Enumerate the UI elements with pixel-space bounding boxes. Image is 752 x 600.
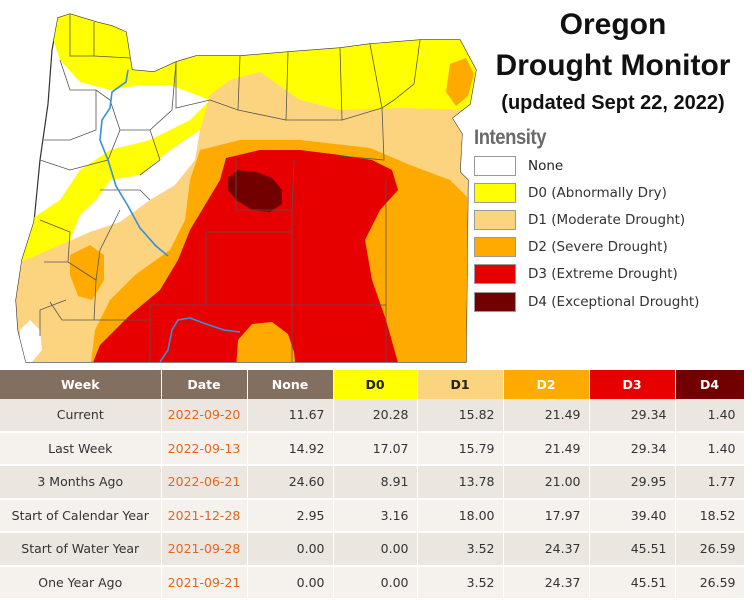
cell-d1: 15.82 [417,399,504,433]
cell-d3: 29.34 [589,431,676,466]
cell-d2: 24.37 [503,565,590,600]
cell-d3: 29.34 [589,399,676,433]
drought-area-d3 [90,150,400,362]
cell-d2: 17.97 [503,498,590,533]
cell-d0: 20.28 [333,399,418,433]
cell-d0: 0.00 [333,565,418,600]
cell-d3: 45.51 [589,532,676,567]
cell-none: 2.95 [247,498,334,533]
cell-d2: 21.49 [503,399,590,433]
cell-d1: 13.78 [417,465,504,500]
table-row: 3 Months Ago 2022-06-21 24.60 8.91 13.78… [0,465,745,500]
legend-swatch-d1 [474,209,516,230]
table-row: One Year Ago 2021-09-21 0.00 0.00 3.52 2… [0,565,745,600]
legend-label-none: None [528,157,564,174]
cell-d0: 8.91 [333,465,418,500]
cell-date: 2022-06-21 [161,465,248,500]
cell-d4: 26.59 [675,532,745,567]
cell-week: Start of Water Year [0,532,162,567]
cell-d1: 3.52 [417,565,504,600]
table-row: Start of Water Year 2021-09-28 0.00 0.00… [0,532,745,567]
header-none: None [247,370,334,399]
cell-week: Current [0,399,162,433]
legend-swatch-none [474,155,516,176]
cell-none: 0.00 [247,532,334,567]
cell-d1: 3.52 [417,532,504,567]
legend-label-d3: D3 (Extreme Drought) [528,266,678,283]
cell-none: 0.00 [247,565,334,600]
map-title-line-2: Drought Monitor [495,49,731,82]
cell-week: Start of Calendar Year [0,498,162,533]
cell-d0: 3.16 [333,498,418,533]
cell-d1: 15.79 [417,431,504,466]
header-week: Week [0,370,162,399]
drought-area-d2-ne [446,58,474,106]
legend-label-d4: D4 (Exceptional Drought) [528,293,700,310]
cell-d4: 1.40 [675,431,745,466]
legend-label-d0: D0 (Abnormally Dry) [528,184,667,201]
cell-d2: 24.37 [503,532,590,567]
table-row: Last Week 2022-09-13 14.92 17.07 15.79 2… [0,431,745,466]
oregon-drought-map [15,13,477,363]
legend-label-d2: D2 (Severe Drought) [528,239,668,256]
cell-date: 2021-12-28 [161,498,248,533]
map-title-updated: (updated Sept 22, 2022) [501,92,725,114]
willamette-river [99,69,169,257]
intensity-legend: Intensity None D0 (Abnormally Dry) D1 (M… [474,126,749,315]
cell-d3: 45.51 [589,565,676,600]
legend-swatch-d0 [474,182,516,203]
header-d4: D4 [675,370,745,399]
cell-none: 14.92 [247,431,334,466]
legend-item-d1: D1 (Moderate Drought) [474,206,749,233]
legend-item-d3: D3 (Extreme Drought) [474,261,749,288]
header-d2: D2 [503,370,590,399]
cell-d4: 1.40 [675,399,745,433]
legend-label-d1: D1 (Moderate Drought) [528,211,686,228]
table-row: Current 2022-09-20 11.67 20.28 15.82 21.… [0,399,745,433]
cell-d0: 17.07 [333,431,418,466]
cell-week: 3 Months Ago [0,465,162,500]
cell-none: 11.67 [247,399,334,433]
klamath-river [159,317,241,362]
cell-d1: 18.00 [417,498,504,533]
cell-d4: 18.52 [675,498,745,533]
cell-d2: 21.00 [503,465,590,500]
cell-d3: 29.95 [589,465,676,500]
cell-date: 2022-09-13 [161,431,248,466]
cell-d2: 21.49 [503,431,590,466]
legend-item-d0: D0 (Abnormally Dry) [474,179,749,206]
cell-week: Last Week [0,431,162,466]
table-row: Start of Calendar Year 2021-12-28 2.95 3… [0,498,745,533]
cell-date: 2021-09-28 [161,532,248,567]
table-header-row: Week Date None D0 D1 D2 D3 D4 [0,370,745,399]
cell-d3: 39.40 [589,498,676,533]
legend-item-d2: D2 (Severe Drought) [474,234,749,261]
legend-swatch-d4 [474,291,516,312]
drought-area-d4 [228,170,282,212]
drought-area-none-sw [20,320,42,362]
drought-area-d0-coast [30,228,46,258]
legend-swatch-d2 [474,237,516,258]
header-d3: D3 [589,370,676,399]
legend-item-d4: D4 (Exceptional Drought) [474,288,749,315]
cell-d4: 26.59 [675,565,745,600]
map-title-line-1: Oregon [559,8,667,41]
legend-title: Intensity [474,126,547,149]
header-date: Date [161,370,248,399]
cell-week: One Year Ago [0,565,162,600]
header-d0: D0 [333,370,418,399]
drought-area-d2-south [236,322,296,362]
header-d1: D1 [417,370,504,399]
cell-d4: 1.77 [675,465,745,500]
legend-swatch-d3 [474,264,516,285]
legend-item-none: None [474,152,749,179]
drought-statistics-table: Week Date None D0 D1 D2 D3 D4 Current 20… [0,370,745,600]
cell-date: 2021-09-21 [161,565,248,600]
cell-date: 2022-09-20 [161,399,248,433]
county-borders [39,14,421,362]
cell-none: 24.60 [247,465,334,500]
cell-d0: 0.00 [333,532,418,567]
